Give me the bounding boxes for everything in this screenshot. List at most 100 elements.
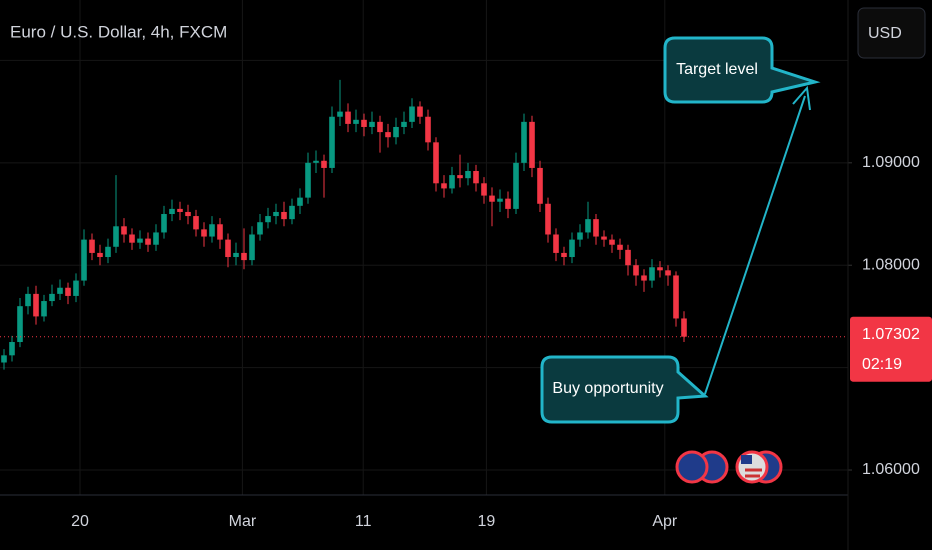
candle-body <box>257 222 263 235</box>
annotation: Buy opportunity <box>552 380 663 397</box>
candle-body <box>129 234 135 243</box>
candle-body <box>113 226 119 247</box>
candle-body <box>25 293 31 307</box>
currency-label[interactable]: USD <box>868 25 902 42</box>
current-price-box <box>850 316 932 382</box>
candle-body <box>417 106 423 117</box>
candle-body <box>465 171 471 179</box>
trend-arrow <box>704 95 806 395</box>
symbol-title: Euro / U.S. Dollar, 4h, FXCM <box>10 22 227 41</box>
x-tick-label: 20 <box>71 513 89 530</box>
candle-body <box>65 287 71 296</box>
candle-body <box>345 111 351 124</box>
candle-body <box>601 236 607 240</box>
candle-body <box>81 239 87 281</box>
candle-body <box>289 205 295 220</box>
candle-body <box>609 239 615 245</box>
candle-body <box>385 132 391 138</box>
current-price-text: 1.07302 <box>862 326 920 343</box>
candle-body <box>177 208 183 212</box>
candle-body <box>33 293 39 317</box>
x-tick-label: 11 <box>355 513 372 530</box>
candle-body <box>265 216 271 223</box>
candle-body <box>409 106 415 122</box>
y-tick-label: 1.09000 <box>862 154 920 171</box>
candle-body <box>401 121 407 127</box>
candle-body <box>241 252 247 261</box>
candle-body <box>577 232 583 240</box>
candle-body <box>217 224 223 240</box>
candle-body <box>17 306 23 343</box>
arrow-head <box>792 85 811 111</box>
candle-body <box>121 226 127 235</box>
candles <box>0 79 848 370</box>
flag-canton <box>741 455 752 464</box>
candle-body <box>161 214 167 233</box>
candle-body <box>561 252 567 258</box>
candle-body <box>1 355 7 363</box>
callout-target <box>663 36 821 104</box>
candle-body <box>393 126 399 138</box>
candle-body <box>553 234 559 253</box>
candle-body <box>529 121 535 168</box>
candle-body <box>281 211 287 220</box>
candle-body <box>665 270 671 276</box>
candle-body <box>361 119 367 127</box>
candle-body <box>505 198 511 209</box>
x-tick-label: Apr <box>652 513 678 530</box>
candle-body <box>337 111 343 117</box>
candle-body <box>545 203 551 235</box>
candle-body <box>185 211 191 217</box>
candle-body <box>513 162 519 209</box>
candle-body <box>593 219 599 237</box>
candle-body <box>673 275 679 319</box>
candle-body <box>377 121 383 133</box>
candle-body <box>321 160 327 168</box>
candle-body <box>169 208 175 215</box>
y-tick-label: 1.06000 <box>862 461 920 478</box>
grid <box>0 0 852 495</box>
candle-body <box>641 275 647 281</box>
candle-body <box>209 224 215 237</box>
candle-body <box>273 211 279 217</box>
y-tick-label: 1.08000 <box>862 256 920 273</box>
candle-body <box>193 216 199 230</box>
candle-body <box>137 238 143 243</box>
candle-body <box>73 280 79 296</box>
countdown-text: 02:19 <box>862 356 902 373</box>
candle-body <box>625 249 631 266</box>
x-tick-label: Mar <box>229 513 257 530</box>
x-tick-label: 19 <box>478 513 496 530</box>
candle-body <box>305 162 311 198</box>
candle-body <box>473 171 479 184</box>
candle-body <box>353 119 359 124</box>
candle-body <box>449 175 455 189</box>
candle-body <box>569 239 575 258</box>
candle-body <box>89 239 95 253</box>
candle-body <box>633 265 639 276</box>
candle-body <box>233 252 239 258</box>
candle-body <box>49 293 55 302</box>
annotation: Target level <box>676 61 758 78</box>
candle-body <box>657 267 663 271</box>
candle-body <box>225 239 231 258</box>
candle-body <box>425 116 431 143</box>
price-label: 1.07302 02:19 <box>850 316 932 382</box>
event-icons <box>675 450 783 484</box>
currency-button[interactable] <box>857 7 926 59</box>
candle-body <box>481 183 487 196</box>
candle-body <box>97 252 103 258</box>
candle-body <box>201 229 207 237</box>
callout-buy <box>540 355 709 424</box>
candle-body <box>105 246 111 258</box>
candle-body <box>41 301 47 317</box>
candle-body <box>297 197 303 206</box>
candle-body <box>9 342 15 356</box>
candle-body <box>457 175 463 179</box>
candle-body <box>521 121 527 163</box>
candle-body <box>617 244 623 250</box>
candle-body <box>585 219 591 233</box>
event-icon[interactable] <box>675 450 709 484</box>
